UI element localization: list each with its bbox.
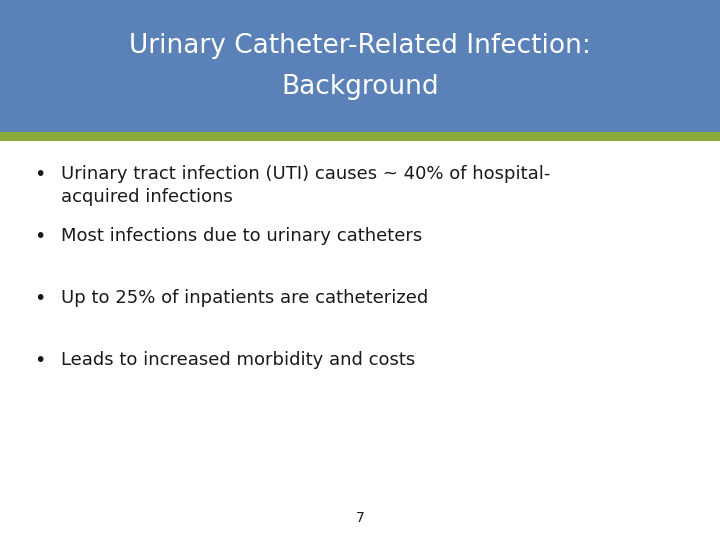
Bar	[0, 132, 720, 141]
Text: 7: 7	[356, 511, 364, 525]
Text: •: •	[34, 351, 45, 370]
Text: Urinary Catheter-Related Infection:: Urinary Catheter-Related Infection:	[129, 32, 591, 59]
Text: Leads to increased morbidity and costs: Leads to increased morbidity and costs	[61, 351, 415, 369]
Text: Background: Background	[282, 73, 438, 100]
Text: Urinary tract infection (UTI) causes ~ 40% of hospital-
acquired infections: Urinary tract infection (UTI) causes ~ 4…	[61, 165, 551, 206]
Text: •: •	[34, 165, 45, 184]
Text: •: •	[34, 227, 45, 246]
Text: •: •	[34, 289, 45, 308]
Bar	[0, 0, 720, 132]
Text: Up to 25% of inpatients are catheterized: Up to 25% of inpatients are catheterized	[61, 289, 428, 307]
Text: Most infections due to urinary catheters: Most infections due to urinary catheters	[61, 227, 423, 245]
